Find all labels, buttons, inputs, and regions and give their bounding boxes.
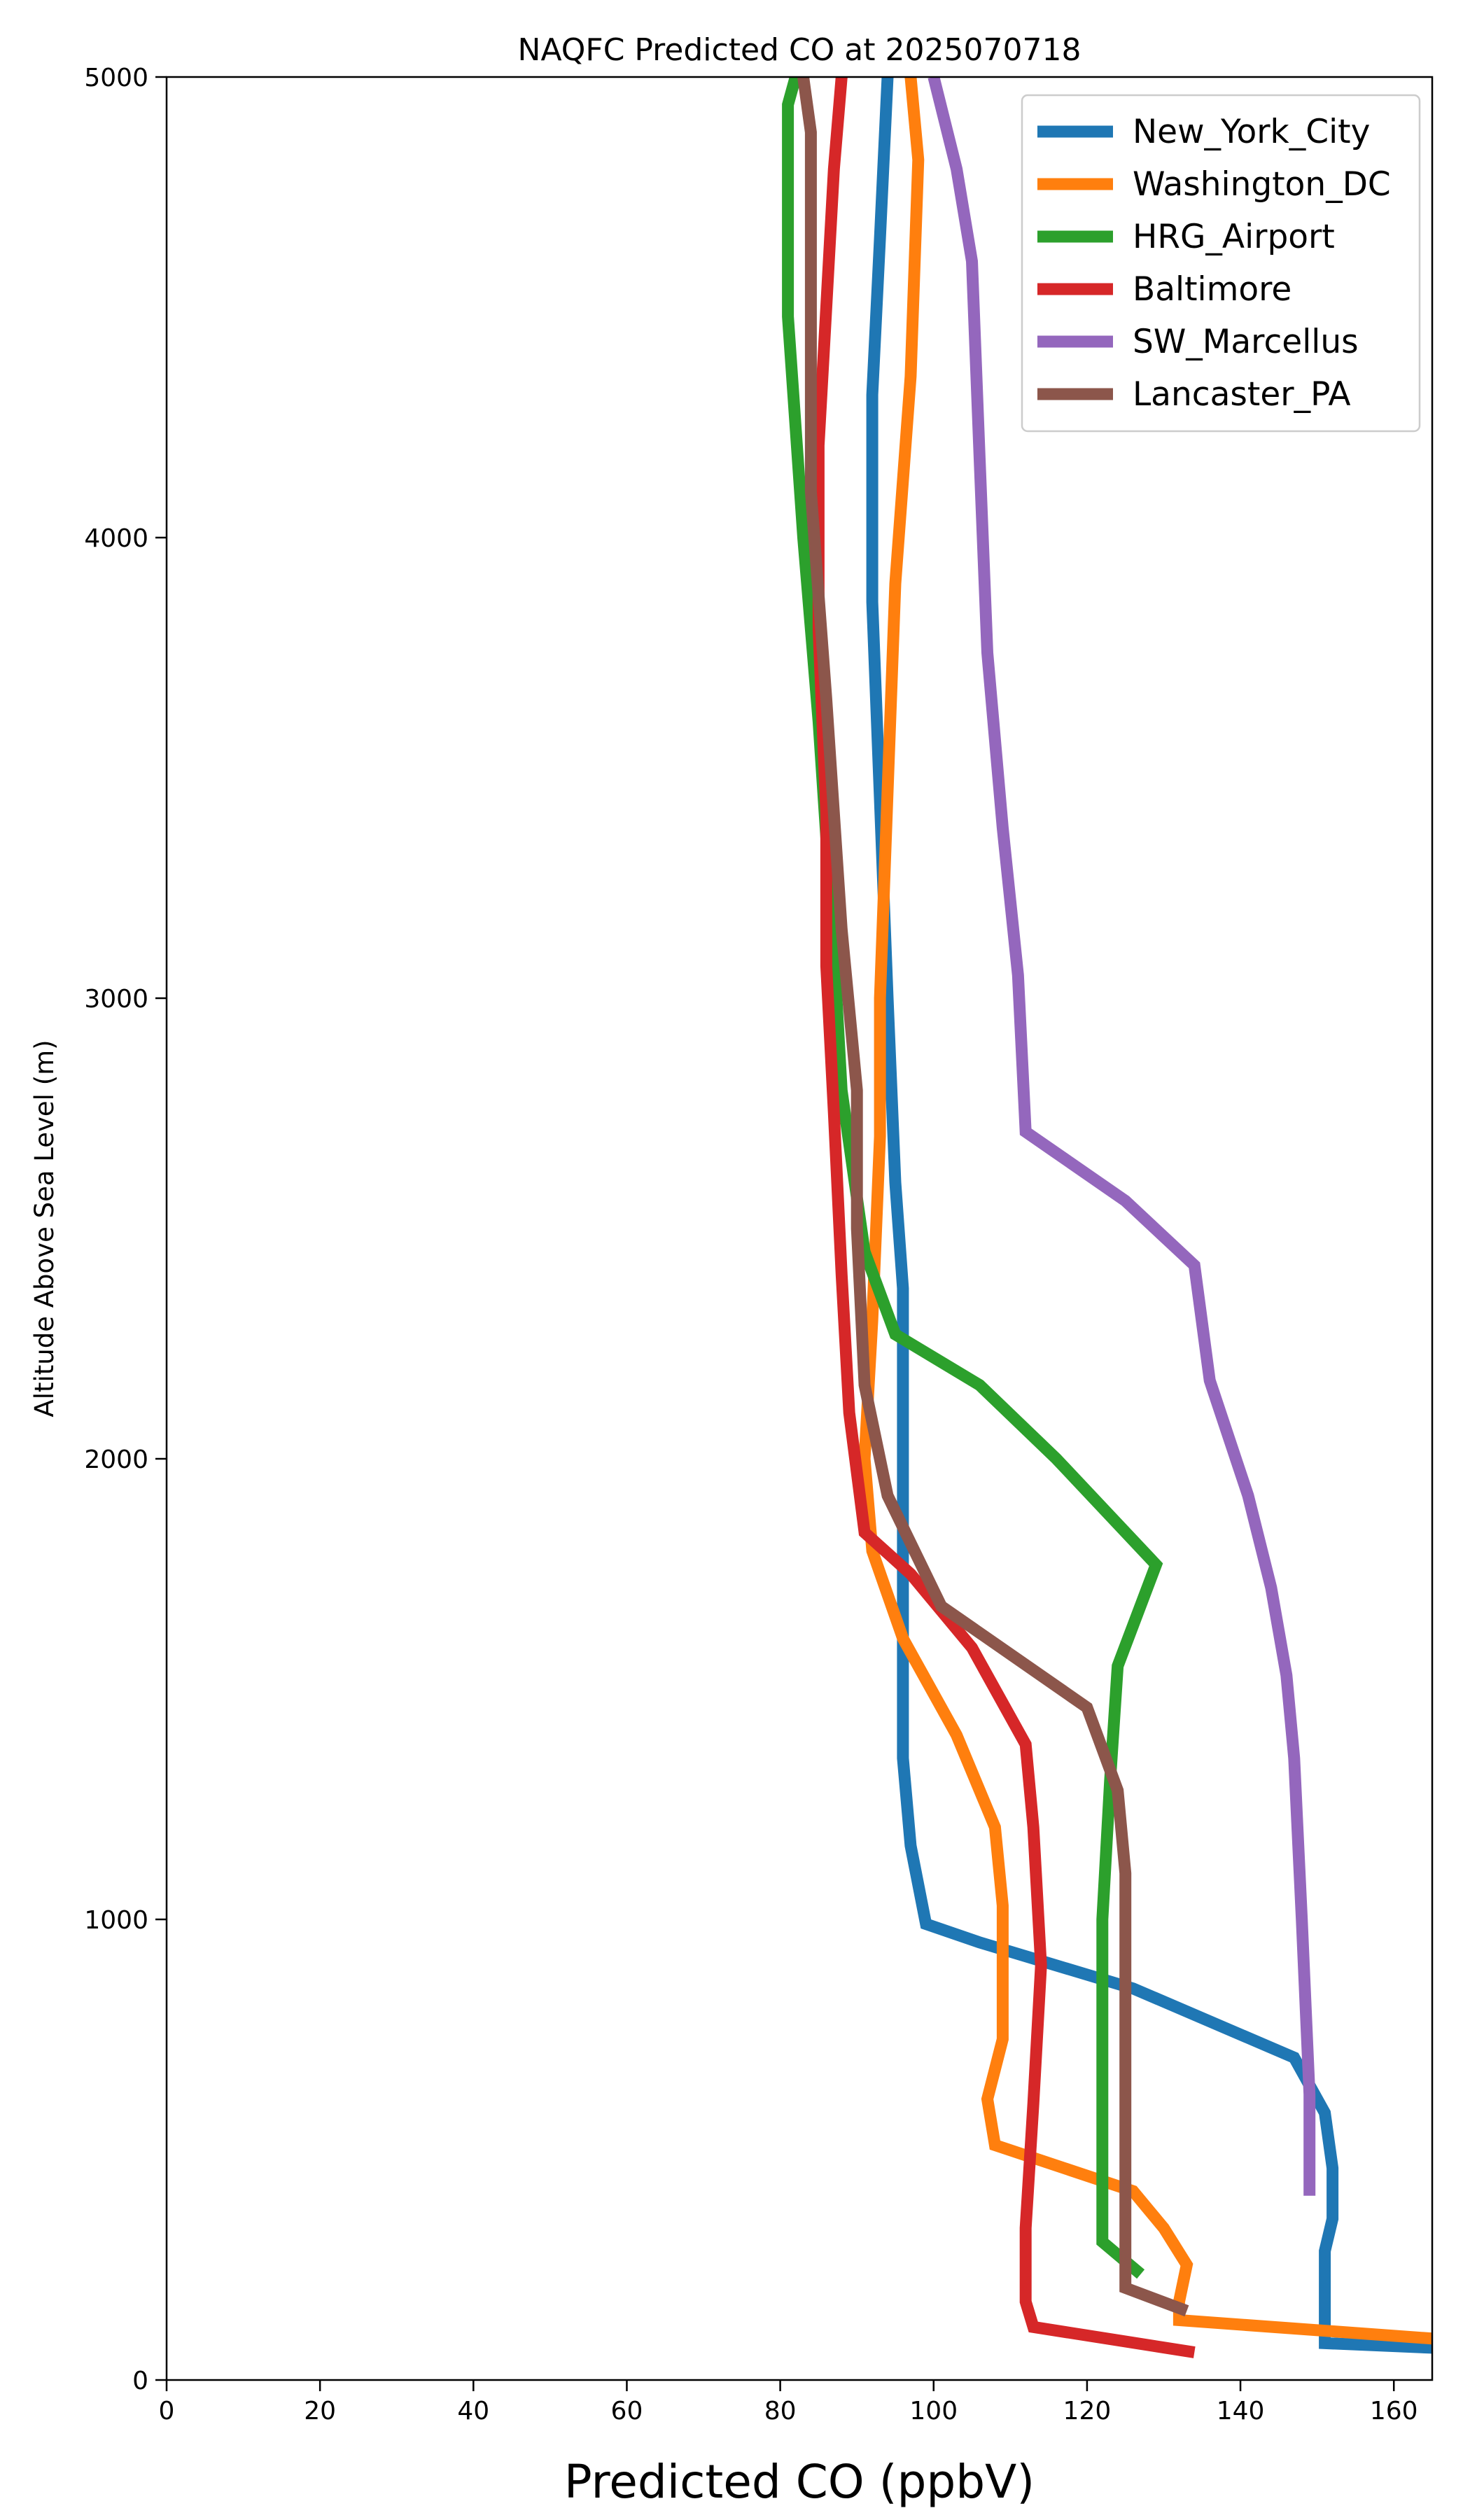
legend-entry: Baltimore bbox=[1133, 270, 1292, 309]
y-tick-label: 5000 bbox=[84, 64, 148, 92]
series-line-baltimore bbox=[812, 77, 1196, 2358]
x-tick-label: 0 bbox=[159, 2397, 175, 2426]
y-tick-label: 4000 bbox=[84, 524, 148, 553]
y-axis-ticks: 0 1000 2000 3000 4000 5000 bbox=[84, 64, 167, 2395]
legend-entry: New_York_City bbox=[1133, 113, 1370, 151]
series-line-new-york-city bbox=[866, 77, 1432, 2354]
y-tick-label: 2000 bbox=[84, 1446, 148, 1474]
series-line-hrg-airport bbox=[782, 77, 1163, 2279]
y-axis-label: Altitude Above Sea Level (m) bbox=[29, 1040, 59, 1417]
chart-title: NAQFC Predicted CO at 2025070718 bbox=[518, 32, 1082, 68]
series-line-sw-marcellus bbox=[927, 77, 1316, 2196]
legend-entry: HRG_Airport bbox=[1133, 218, 1335, 256]
legend-box bbox=[1021, 94, 1421, 433]
x-tick-label: 40 bbox=[457, 2397, 489, 2426]
y-tick-label: 0 bbox=[132, 2367, 148, 2395]
legend-entry: SW_Marcellus bbox=[1133, 323, 1359, 361]
series-line-washington-dc bbox=[858, 77, 1432, 2345]
x-axis-ticks: 0 20 40 60 80 100 120 140 160 bbox=[159, 2380, 1418, 2426]
x-axis-label: Predicted CO (ppbV) bbox=[564, 2455, 1035, 2509]
x-tick-label: 100 bbox=[909, 2397, 958, 2426]
legend-entry: Lancaster_PA bbox=[1133, 375, 1351, 414]
y-tick-label: 1000 bbox=[84, 1906, 148, 1935]
x-tick-label: 60 bbox=[611, 2397, 643, 2426]
legend: New_York_City Washington_DC HRG_Airport Bal… bbox=[1021, 94, 1421, 433]
y-tick-label: 3000 bbox=[84, 985, 148, 1014]
series-layer bbox=[782, 77, 1432, 2358]
x-tick-label: 140 bbox=[1217, 2397, 1265, 2426]
x-tick-label: 20 bbox=[304, 2397, 336, 2426]
plot-frame bbox=[165, 76, 1434, 2381]
x-tick-label: 120 bbox=[1063, 2397, 1112, 2426]
x-tick-label: 160 bbox=[1370, 2397, 1418, 2426]
x-tick-label: 80 bbox=[764, 2397, 797, 2426]
legend-entry: Washington_DC bbox=[1133, 165, 1391, 204]
series-line-lancaster-pa bbox=[797, 77, 1189, 2317]
